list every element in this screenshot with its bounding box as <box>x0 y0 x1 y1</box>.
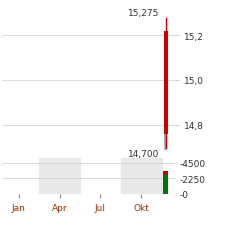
Bar <box>121 158 162 194</box>
Text: 15,275: 15,275 <box>127 9 159 18</box>
Bar <box>164 31 168 134</box>
Text: 14,700: 14,700 <box>127 149 159 158</box>
Bar <box>163 175 168 194</box>
Bar <box>39 158 80 194</box>
Bar <box>163 171 168 175</box>
